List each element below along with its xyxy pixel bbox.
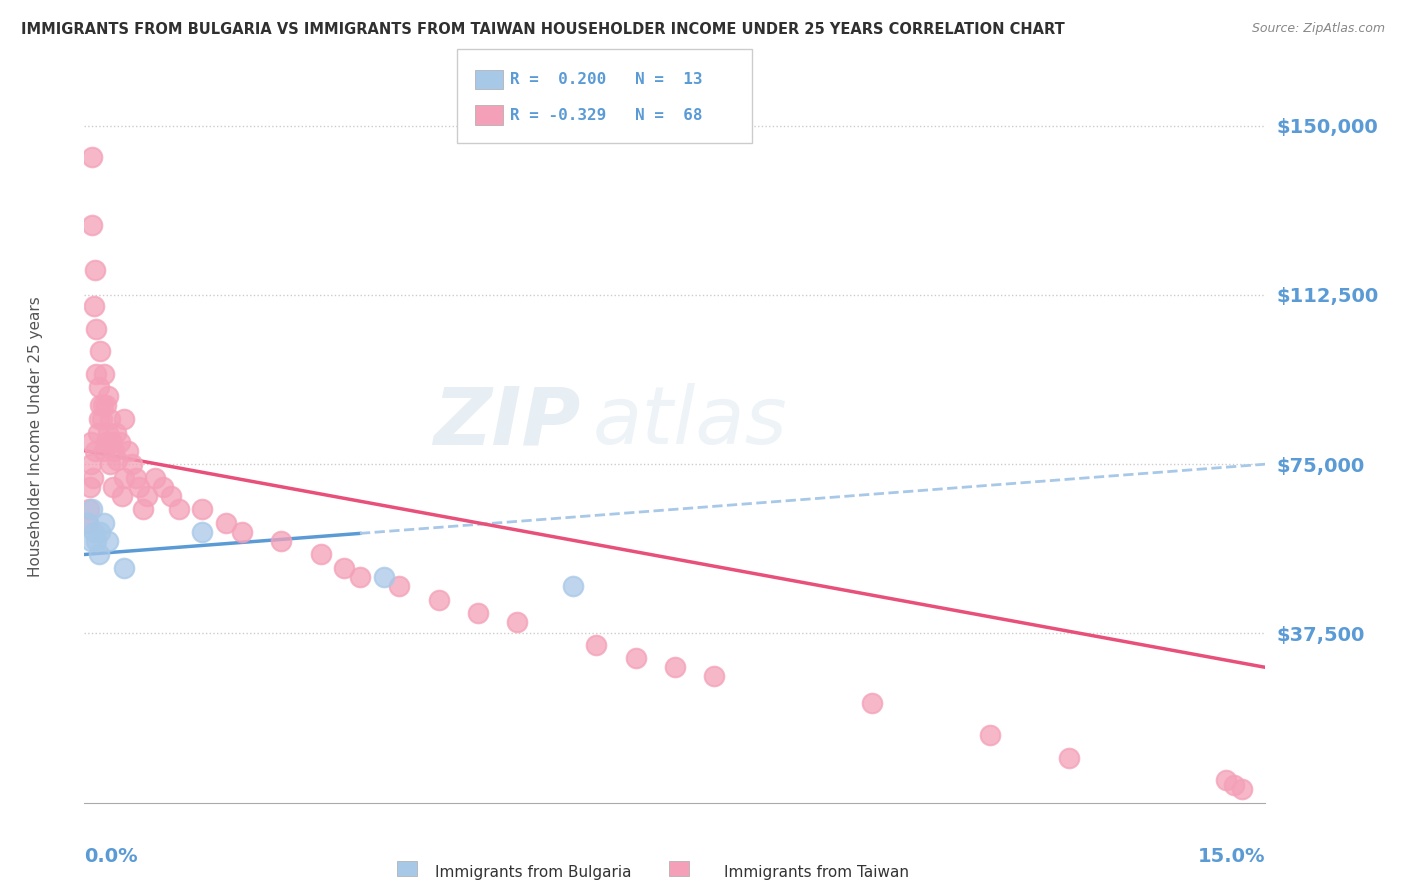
Point xyxy=(167,502,190,516)
Point xyxy=(121,457,143,471)
Text: R = -0.329   N =  68: R = -0.329 N = 68 xyxy=(510,108,703,122)
Text: Source: ZipAtlas.com: Source: ZipAtlas.com xyxy=(1251,22,1385,36)
Text: atlas: atlas xyxy=(592,384,787,461)
Point xyxy=(270,533,292,548)
Point xyxy=(117,443,139,458)
Point xyxy=(160,489,183,503)
Point xyxy=(97,533,120,548)
Point xyxy=(83,299,105,313)
Point xyxy=(388,579,411,593)
Point xyxy=(111,489,134,503)
Point xyxy=(89,399,111,413)
Point xyxy=(112,412,135,426)
Text: IMMIGRANTS FROM BULGARIA VS IMMIGRANTS FROM TAIWAN HOUSEHOLDER INCOME UNDER 25 Y: IMMIGRANTS FROM BULGARIA VS IMMIGRANTS F… xyxy=(21,22,1064,37)
Point xyxy=(104,425,127,440)
Point xyxy=(215,516,238,530)
Text: ZIP: ZIP xyxy=(433,384,581,461)
Point xyxy=(101,434,124,449)
Text: Immigrants from Bulgaria: Immigrants from Bulgaria xyxy=(434,865,631,880)
Point xyxy=(83,524,105,539)
Point xyxy=(191,524,214,539)
Point xyxy=(664,660,686,674)
Text: R =  0.200   N =  13: R = 0.200 N = 13 xyxy=(510,72,703,87)
Point xyxy=(136,489,159,503)
Point xyxy=(94,434,117,449)
Point xyxy=(1230,782,1253,797)
Point xyxy=(1057,750,1080,764)
Point xyxy=(89,412,111,426)
Point xyxy=(93,516,115,530)
Text: 15.0%: 15.0% xyxy=(1198,847,1265,866)
Point xyxy=(77,516,100,530)
Point xyxy=(89,344,111,359)
Point xyxy=(90,412,112,426)
Point xyxy=(83,263,105,277)
Point xyxy=(98,457,121,471)
Point xyxy=(1223,778,1246,792)
Point xyxy=(80,457,103,471)
Point xyxy=(79,480,101,494)
Point xyxy=(82,471,104,485)
Point xyxy=(87,380,110,394)
Point xyxy=(77,502,100,516)
Point xyxy=(333,561,356,575)
Point xyxy=(82,502,104,516)
Point xyxy=(97,425,120,440)
Point xyxy=(152,480,174,494)
Point xyxy=(427,592,450,607)
Point xyxy=(979,728,1001,742)
Text: Householder Income Under 25 years: Householder Income Under 25 years xyxy=(28,297,44,577)
Point xyxy=(143,471,166,485)
Point xyxy=(128,480,150,494)
Point xyxy=(132,502,155,516)
Point xyxy=(82,150,104,164)
FancyBboxPatch shape xyxy=(398,862,418,876)
Point xyxy=(77,516,100,530)
Point xyxy=(107,452,129,467)
Point xyxy=(108,434,131,449)
Point xyxy=(98,412,121,426)
Point xyxy=(89,524,111,539)
Point xyxy=(191,502,214,516)
Point xyxy=(79,434,101,449)
Point xyxy=(84,533,107,548)
Point xyxy=(93,443,115,458)
Point xyxy=(112,561,135,575)
Point xyxy=(1215,773,1237,788)
Point xyxy=(79,533,101,548)
Point xyxy=(561,579,583,593)
Point xyxy=(87,548,110,562)
Point xyxy=(84,322,107,336)
Point xyxy=(96,399,118,413)
Point xyxy=(703,669,725,683)
Point xyxy=(112,471,135,485)
Text: Immigrants from Taiwan: Immigrants from Taiwan xyxy=(724,865,910,880)
Point xyxy=(860,697,883,711)
Point xyxy=(624,651,647,665)
Point xyxy=(84,367,107,381)
Text: 0.0%: 0.0% xyxy=(84,847,138,866)
Point xyxy=(231,524,253,539)
Point xyxy=(82,218,104,232)
Point xyxy=(467,606,489,620)
Point xyxy=(87,425,110,440)
Point xyxy=(97,389,120,403)
Point xyxy=(103,443,125,458)
Point xyxy=(585,638,607,652)
Point xyxy=(101,480,124,494)
Point xyxy=(91,399,114,413)
Point xyxy=(124,471,146,485)
Point xyxy=(309,548,332,562)
Point xyxy=(349,570,371,584)
Point xyxy=(84,443,107,458)
Point xyxy=(506,615,529,630)
Point xyxy=(93,367,115,381)
FancyBboxPatch shape xyxy=(669,862,689,876)
Point xyxy=(373,570,395,584)
